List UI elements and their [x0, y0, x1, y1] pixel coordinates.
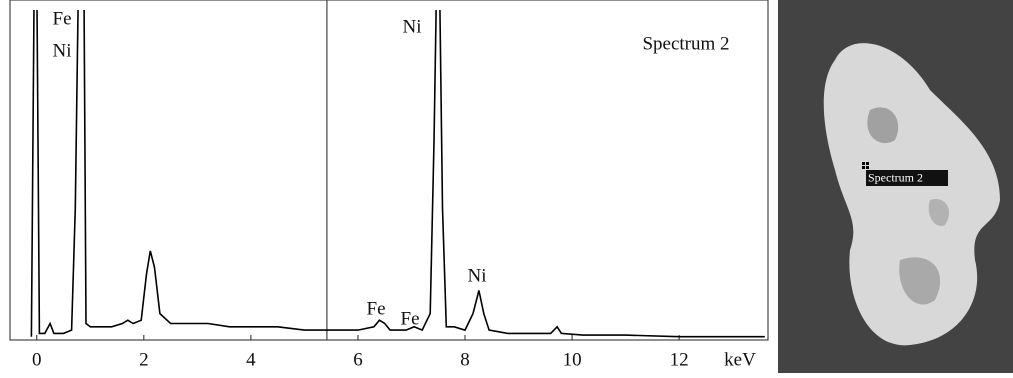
plot-frame — [9, 0, 769, 341]
peak-label: Fe — [401, 308, 420, 329]
x-axis-label: keV — [724, 349, 756, 370]
peak-label: Ni — [468, 265, 487, 286]
chart-title: Spectrum 2 — [642, 33, 729, 54]
x-tick-label: 10 — [563, 349, 582, 370]
peak-label: Ni — [403, 16, 422, 37]
x-tick-label: 6 — [353, 349, 363, 370]
x-tick-label: 12 — [670, 349, 689, 370]
peak-label: Fe — [367, 298, 386, 319]
image-label: Spectrum 2 — [868, 170, 923, 184]
x-tick-label: 2 — [139, 349, 149, 370]
sem-image: Spectrum 2 — [778, 0, 1013, 373]
spectrum-line — [30, 10, 765, 338]
x-tick-label: 8 — [460, 349, 470, 370]
peak-label: Ni — [53, 40, 72, 61]
x-tick-label: 0 — [32, 349, 42, 370]
x-tick-label: 4 — [246, 349, 256, 370]
peak-label: Fe — [53, 8, 72, 29]
